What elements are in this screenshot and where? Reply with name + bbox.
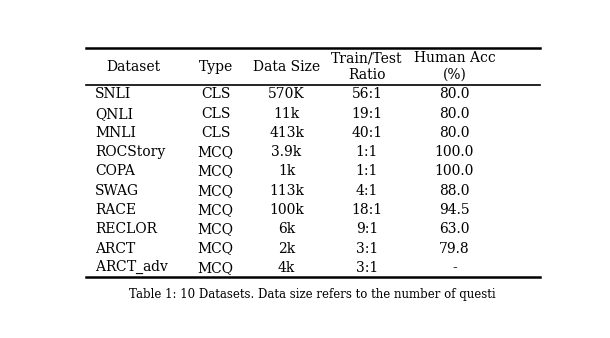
Text: 100.0: 100.0 (435, 145, 474, 159)
Text: 2k: 2k (278, 242, 295, 256)
Text: Human Acc
(%): Human Acc (%) (414, 51, 495, 82)
Text: 11k: 11k (273, 107, 300, 121)
Text: Type: Type (199, 59, 233, 74)
Text: 113k: 113k (269, 184, 304, 198)
Text: COPA: COPA (95, 165, 135, 178)
Text: 18:1: 18:1 (351, 203, 382, 217)
Text: 100k: 100k (269, 203, 304, 217)
Text: 3:1: 3:1 (356, 261, 378, 275)
Text: ARCT$\_$adv: ARCT$\_$adv (95, 259, 170, 276)
Text: 56:1: 56:1 (351, 88, 382, 101)
Text: SNLI: SNLI (95, 88, 131, 101)
Text: 80.0: 80.0 (439, 126, 470, 140)
Text: MCQ: MCQ (198, 261, 234, 275)
Text: Train/Test
Ratio: Train/Test Ratio (331, 51, 403, 82)
Text: 413k: 413k (269, 126, 304, 140)
Text: 570K: 570K (268, 88, 305, 101)
Text: MCQ: MCQ (198, 165, 234, 178)
Text: 3:1: 3:1 (356, 242, 378, 256)
Text: SWAG: SWAG (95, 184, 139, 198)
Text: MCQ: MCQ (198, 145, 234, 159)
Text: 3.9k: 3.9k (271, 145, 302, 159)
Text: 80.0: 80.0 (439, 107, 470, 121)
Text: 9:1: 9:1 (356, 222, 378, 236)
Text: 63.0: 63.0 (439, 222, 470, 236)
Text: 4k: 4k (278, 261, 295, 275)
Text: 88.0: 88.0 (439, 184, 470, 198)
Text: CLS: CLS (201, 107, 231, 121)
Text: 79.8: 79.8 (439, 242, 470, 256)
Text: CLS: CLS (201, 88, 231, 101)
Text: 6k: 6k (278, 222, 295, 236)
Text: Data Size: Data Size (253, 59, 320, 74)
Text: 94.5: 94.5 (439, 203, 470, 217)
Text: 1:1: 1:1 (356, 165, 378, 178)
Text: RACE: RACE (95, 203, 136, 217)
Text: ARCT: ARCT (95, 242, 135, 256)
Text: 1:1: 1:1 (356, 145, 378, 159)
Text: CLS: CLS (201, 126, 231, 140)
Text: QNLI: QNLI (95, 107, 133, 121)
Text: 1k: 1k (278, 165, 295, 178)
Text: MCQ: MCQ (198, 203, 234, 217)
Text: 80.0: 80.0 (439, 88, 470, 101)
Text: MNLI: MNLI (95, 126, 136, 140)
Text: 100.0: 100.0 (435, 165, 474, 178)
Text: Dataset: Dataset (106, 59, 160, 74)
Text: RECLOR: RECLOR (95, 222, 157, 236)
Text: 19:1: 19:1 (351, 107, 382, 121)
Text: Table 1: 10 Datasets. Data size refers to the number of questi: Table 1: 10 Datasets. Data size refers t… (129, 288, 496, 301)
Text: 40:1: 40:1 (351, 126, 382, 140)
Text: ROCStory: ROCStory (95, 145, 165, 159)
Text: -: - (452, 261, 457, 275)
Text: MCQ: MCQ (198, 242, 234, 256)
Text: MCQ: MCQ (198, 222, 234, 236)
Text: 4:1: 4:1 (356, 184, 378, 198)
Text: MCQ: MCQ (198, 184, 234, 198)
